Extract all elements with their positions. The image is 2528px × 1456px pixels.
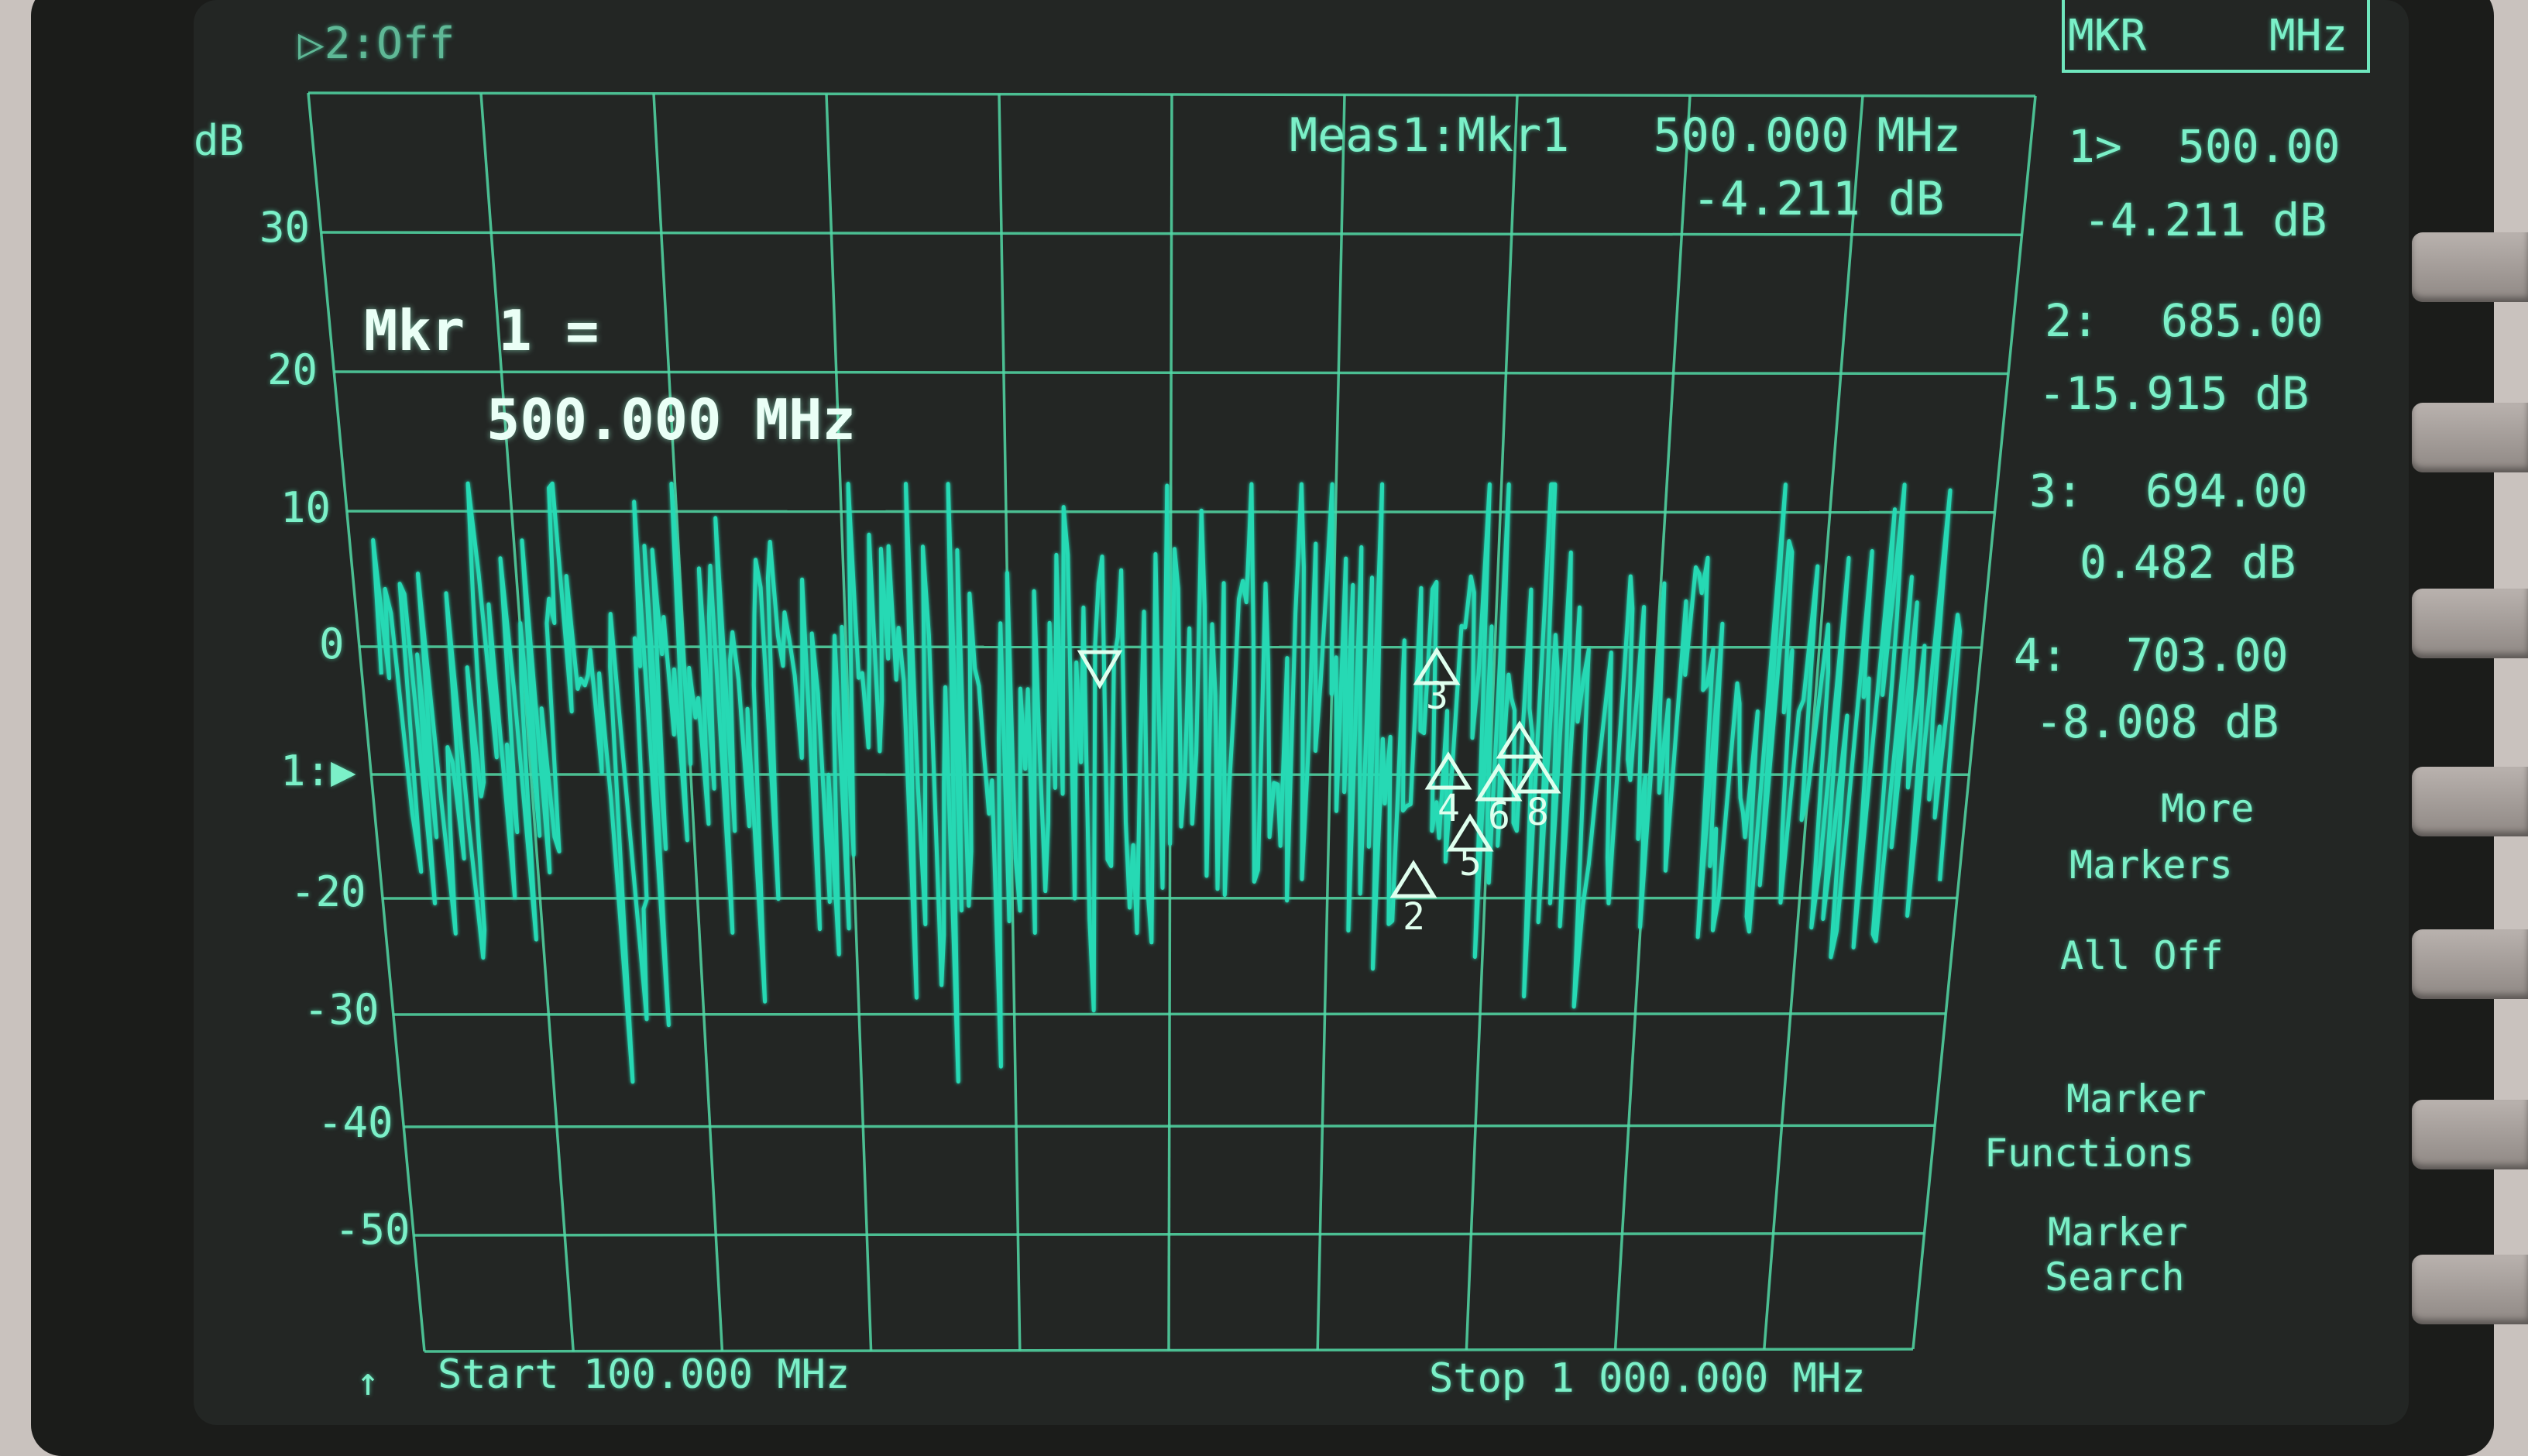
marker1-id: 1> [2068, 120, 2122, 173]
marker3-freq: 694.00 [2145, 465, 2308, 517]
y-tick-minus20: -20 [290, 867, 366, 916]
softkey-all-off[interactable]: All Off [2060, 933, 2224, 978]
marker-box-title: MKR [2068, 11, 2146, 61]
softkey-marker-search-line1[interactable]: Marker [2048, 1210, 2188, 1255]
y-tick-minus30: -30 [304, 985, 380, 1034]
softkey-marker-functions-line1[interactable]: Marker [2066, 1077, 2207, 1121]
marker1-freq: 500.00 [2178, 120, 2341, 173]
marker1-value: -4.211 dB [2083, 194, 2327, 246]
marker3-id: 3: [2029, 465, 2083, 517]
marker1-frequency: 500.000 MHz [486, 387, 856, 452]
svg-text:4: 4 [1437, 787, 1460, 830]
y-tick-0: 0 [319, 620, 345, 668]
y-tick-20: 20 [267, 345, 318, 394]
softkey-marker-functions-line2[interactable]: Functions [1984, 1131, 2194, 1176]
y-tick-30: 30 [259, 203, 310, 252]
marker1-label: Mkr 1 = [364, 298, 599, 363]
y-tick-minus40: -40 [318, 1098, 393, 1147]
bottom-arrow-icon: ↑ [356, 1359, 380, 1404]
y-tick-minus50: -50 [335, 1205, 410, 1254]
marker-2-triangle: 2 [1393, 864, 1434, 939]
y-unit-label: dB [194, 116, 244, 165]
measurement-value: -4.211 dB [1692, 172, 1944, 226]
marker4-id: 4: [2014, 629, 2068, 682]
marker2-id: 2: [2045, 294, 2099, 347]
marker3-value: 0.482 dB [2080, 536, 2296, 589]
softkey-more-markers-line1[interactable]: More [2161, 786, 2254, 831]
svg-text:8: 8 [1527, 791, 1549, 834]
svg-text:2: 2 [1403, 895, 1425, 939]
measurement-trace [373, 483, 1960, 1082]
marker2-value: -15.915 dB [2039, 367, 2309, 420]
marker4-freq: 703.00 [2126, 629, 2289, 682]
y-reference-marker: 1:▶ [280, 747, 356, 795]
measurement-readout: Meas1:Mkr1 500.000 MHz [1290, 108, 1961, 163]
softkey-marker-search-line2[interactable]: Search [2045, 1255, 2185, 1300]
marker-box-unit: MHz [2269, 11, 2348, 61]
start-frequency: Start 100.000 MHz [438, 1351, 850, 1398]
svg-text:5: 5 [1459, 841, 1482, 884]
y-tick-10: 10 [280, 483, 331, 532]
marker2-freq: 685.00 [2161, 294, 2324, 347]
marker4-value: -8.008 dB [2035, 695, 2279, 748]
svg-text:3: 3 [1426, 675, 1448, 718]
stop-frequency: Stop 1 000.000 MHz [1429, 1355, 1866, 1402]
trace2-status: ▷2:Off [298, 19, 455, 69]
softkey-more-markers-line2[interactable]: Markers [2069, 843, 2233, 888]
svg-text:6: 6 [1488, 795, 1510, 838]
